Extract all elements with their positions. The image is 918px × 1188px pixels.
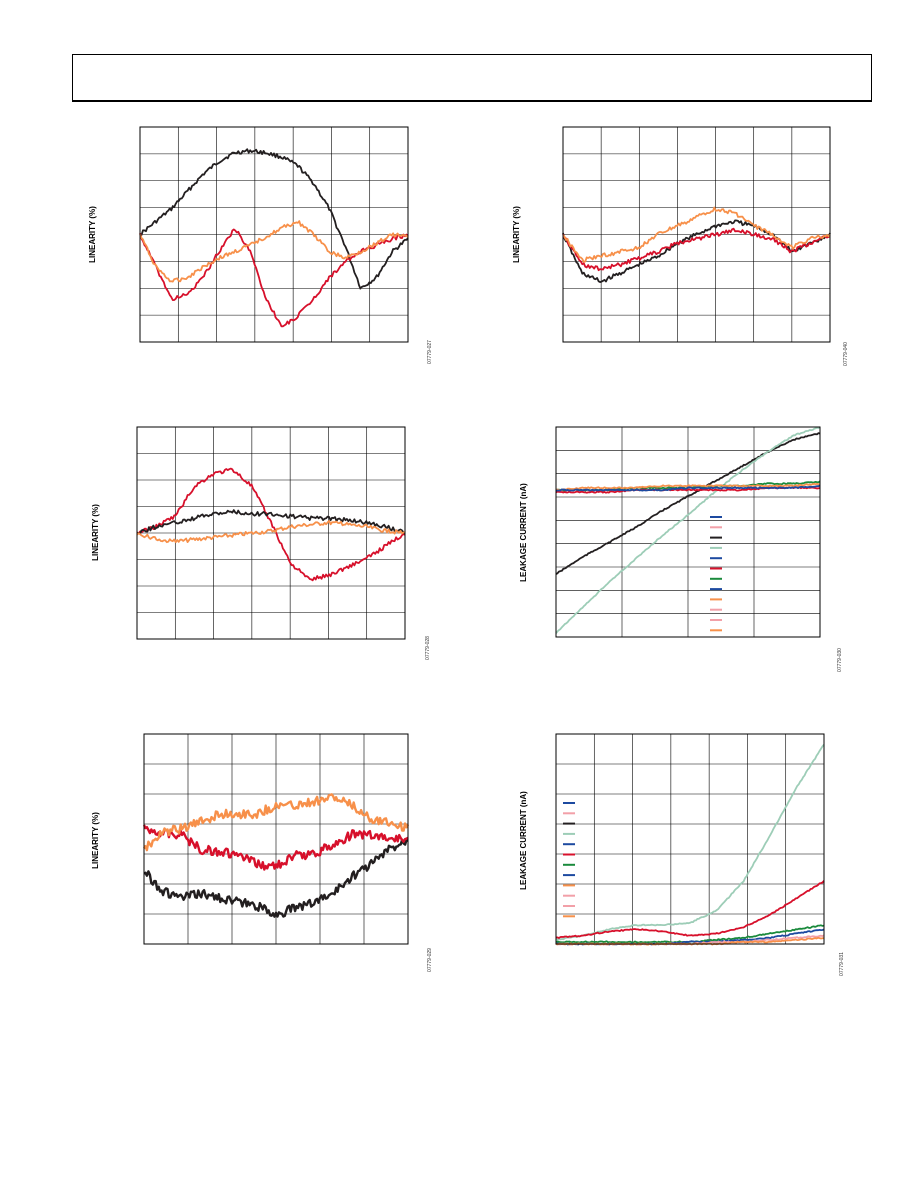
series-line-orange (562, 206, 831, 263)
series-line-orange (136, 520, 406, 544)
plot-frame (562, 126, 831, 343)
figure-id: 07779-027 (426, 340, 433, 364)
page-header-box (72, 54, 872, 102)
plot-frame (136, 426, 406, 640)
y-axis-label: LINEARITY (%) (90, 503, 100, 561)
chart-plot (555, 426, 821, 638)
series-line-red (136, 467, 406, 582)
y-axis-label: LINEARITY (%) (87, 205, 97, 263)
chart-plot (142, 733, 410, 945)
plot-frame (139, 126, 409, 343)
series-line-orange (555, 482, 821, 491)
plot-frame (555, 426, 821, 638)
chart-panel (136, 426, 406, 640)
series-line-black (143, 838, 409, 918)
series-line-black (136, 509, 406, 535)
chart-plot (136, 426, 406, 640)
plot-frame (555, 733, 825, 945)
chart-panel (555, 733, 825, 946)
series-line-red (142, 824, 409, 871)
figure-id: 07779-030 (836, 648, 843, 672)
series-line-blue (555, 484, 821, 492)
series-line-teal (555, 744, 825, 941)
chart-panel (562, 126, 831, 343)
series-line-orange (142, 793, 410, 852)
y-axis-label: LEAKAGE CURRENT (nA) (518, 790, 528, 890)
y-axis-label: LINEARITY (%) (511, 205, 521, 263)
series-line-teal (555, 426, 821, 634)
chart-plot (139, 126, 409, 343)
series-line-black (555, 432, 821, 575)
figure-id: 07779-031 (838, 952, 845, 976)
figure-id: 07779-040 (842, 342, 849, 366)
series-line-red (139, 228, 409, 328)
plot-frame (143, 733, 409, 945)
series-line-red (555, 880, 825, 939)
series-line-black (139, 148, 409, 290)
chart-plot (555, 733, 825, 946)
figure-id: 07779-028 (424, 636, 431, 660)
chart-panel (555, 426, 821, 638)
series-line-red (562, 227, 831, 272)
y-axis-label: LINEARITY (%) (90, 811, 100, 869)
chart-panel (142, 733, 410, 945)
series-line-orange (139, 220, 409, 283)
chart-panel (139, 126, 409, 343)
chart-plot (562, 126, 831, 343)
y-axis-label: LEAKAGE CURRENT (nA) (518, 482, 528, 582)
figure-id: 07779-029 (426, 948, 433, 972)
